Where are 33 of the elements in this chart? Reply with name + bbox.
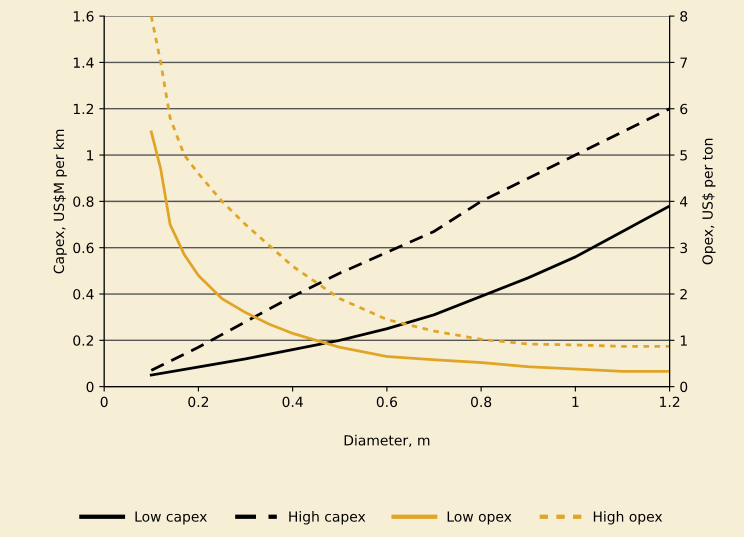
x-tick-label: 0 <box>100 396 108 408</box>
y-tick-label: 0.8 <box>73 196 94 207</box>
y2-tick-label: 2 <box>680 288 687 300</box>
y2-tick-label: 1 <box>680 335 687 346</box>
y-tick-label: 1.4 <box>74 58 94 68</box>
y2-tick-label: 7 <box>680 58 687 68</box>
y2-tick-label: 0 <box>680 382 688 392</box>
y2-tick-label: 6 <box>680 104 688 114</box>
y2-tick-label: 3 <box>680 242 688 254</box>
x-tick-label: 1 <box>572 396 578 407</box>
y2-tick-label: 4 <box>680 196 688 207</box>
legend-label: High capex <box>289 511 366 524</box>
x-tick-label: 1.2 <box>660 396 680 407</box>
y-tick-label: 0.2 <box>73 335 94 346</box>
x-tick-label: 0.6 <box>376 396 398 408</box>
y-tick-label: 1 <box>87 150 94 160</box>
y-tick-label: 0.6 <box>73 242 94 254</box>
y-tick-label: 0 <box>86 382 94 392</box>
x-tick-label: 0.8 <box>470 396 492 408</box>
y2-axis-title: Opex, US$ per ton <box>702 138 716 264</box>
y-tick-label: 0.4 <box>73 288 94 300</box>
x-axis-title: Diameter, m <box>344 434 430 447</box>
y2-tick-label: 5 <box>680 150 687 161</box>
x-tick-label: 0.4 <box>282 396 303 408</box>
y-tick-label: 1.2 <box>74 104 94 114</box>
y-tick-label: 1.6 <box>74 11 94 22</box>
legend-label: Low capex <box>135 511 207 524</box>
y-axis-title: Capex, US$M per km <box>53 130 67 274</box>
x-tick-label: 0.2 <box>188 396 208 408</box>
legend-label: High opex <box>594 511 662 524</box>
y2-tick-label: 8 <box>680 11 688 22</box>
line-series <box>150 16 670 348</box>
legend-label: Low opex <box>448 511 512 524</box>
